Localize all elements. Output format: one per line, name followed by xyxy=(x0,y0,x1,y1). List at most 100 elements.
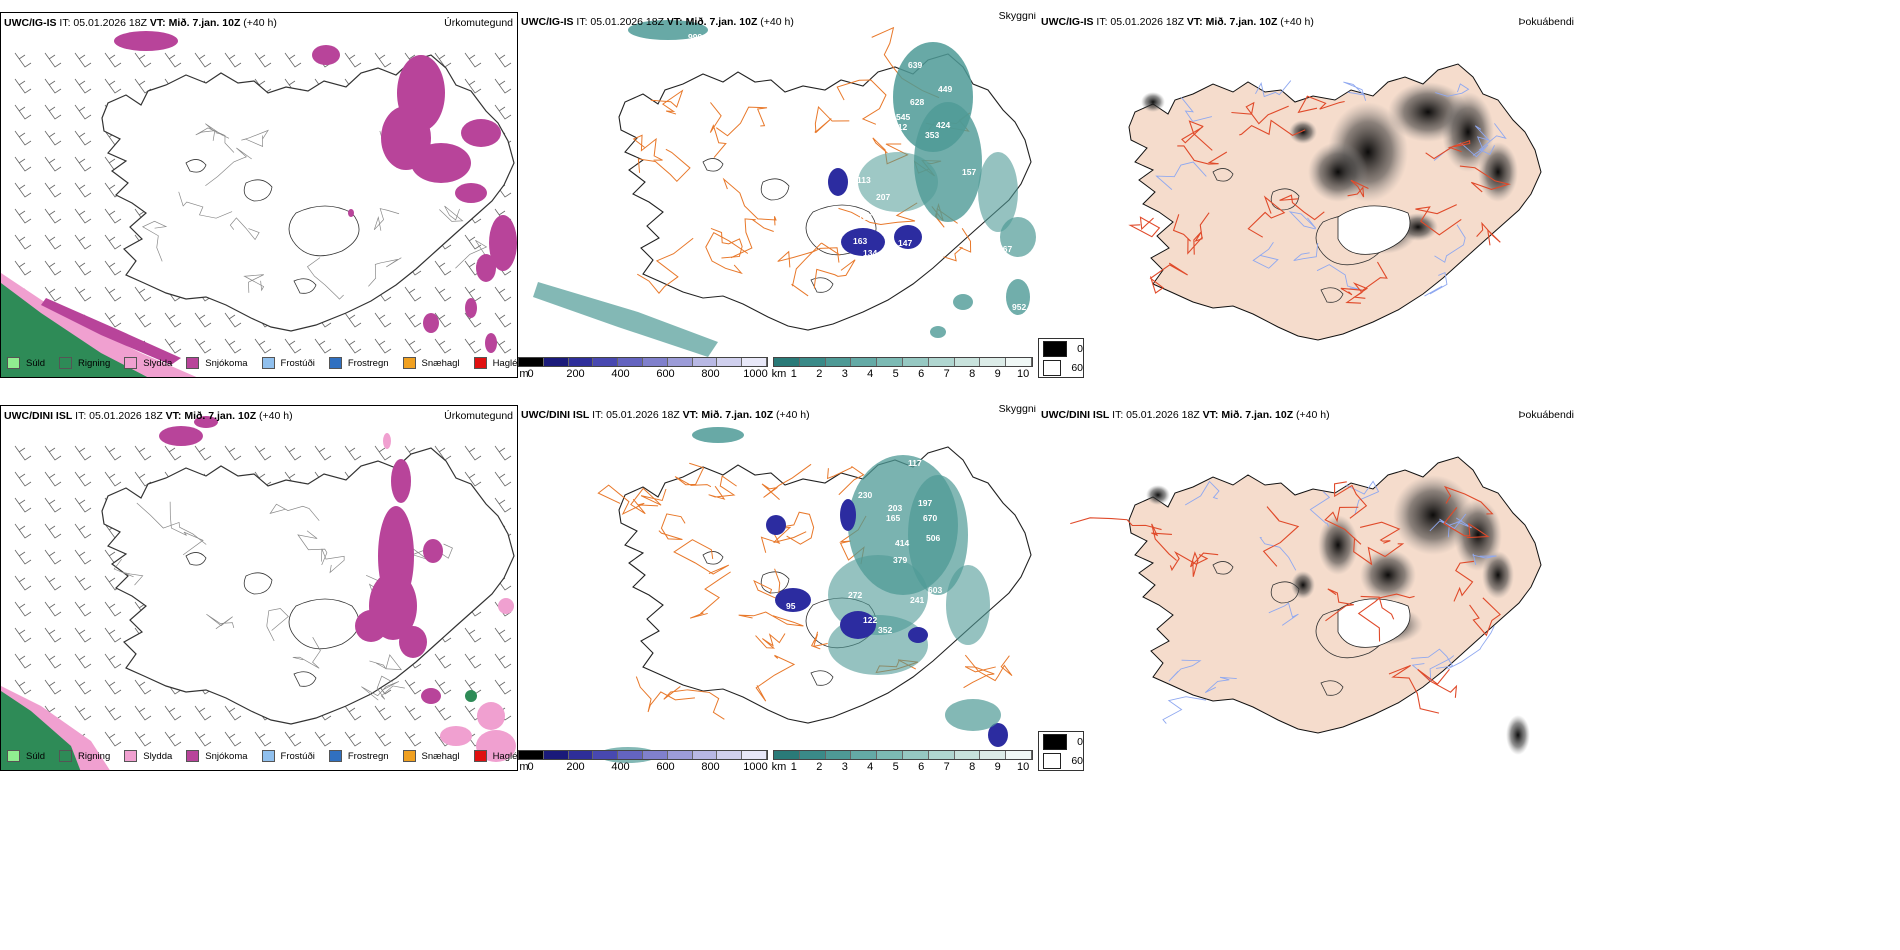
colorbar-tick: 9 xyxy=(994,368,1001,378)
cloud-base-number: 545 xyxy=(896,112,911,122)
colorbar-tick: 3 xyxy=(841,761,848,771)
colorbar-block xyxy=(1006,751,1032,759)
legend-swatch xyxy=(124,750,138,762)
cloud-base-number: 424 xyxy=(936,120,951,130)
colorbar-block xyxy=(877,358,903,366)
fog-swatch-0 xyxy=(1043,733,1068,750)
colorbar-tick: 8 xyxy=(969,368,976,378)
cloud-visibility-panel-row1: UWC/IG-IS IT: 05.01.2026 18Z VT: Mið. 7.… xyxy=(518,12,1038,378)
colorbar-block xyxy=(543,358,569,366)
cloud-base-number: 353 xyxy=(925,130,940,140)
colorbar-block xyxy=(902,751,929,759)
colorbar-block xyxy=(717,751,743,759)
colorbar-block xyxy=(825,751,852,759)
colorbar-tick: 8 xyxy=(969,761,976,771)
legend-swatch xyxy=(328,357,342,369)
colorbar-block xyxy=(642,358,668,366)
legend-label: Frostúði xyxy=(280,357,315,369)
colorbar-unit: km xyxy=(771,368,787,378)
panel-header: UWC/DINI ISL IT: 05.01.2026 18Z VT: Mið.… xyxy=(4,410,293,422)
fog-indicator-panel-row2: UWC/DINI ISL IT: 05.01.2026 18Z VT: Mið.… xyxy=(1038,405,1578,771)
colorbar-tick: 200 xyxy=(566,761,585,771)
cloud-base-number: 379 xyxy=(893,555,908,565)
cloud-base-number: 113 xyxy=(857,175,871,185)
cloud-base-number: 923 xyxy=(713,32,728,42)
colorbar-tick: 1 xyxy=(790,761,797,771)
panel-corner-label: Skyggni xyxy=(998,405,1036,415)
precip-legend-item: Frostúði xyxy=(261,357,315,369)
colorbar-tick: 6 xyxy=(918,761,925,771)
colorbar-blocks xyxy=(518,357,768,367)
fog-swatch-60 xyxy=(1043,752,1062,769)
colorbar-unit: m xyxy=(519,368,529,378)
colorbar-tick: 1 xyxy=(790,368,797,378)
panel-header: UWC/DINI ISL IT: 05.01.2026 18Z VT: Mið.… xyxy=(521,409,810,421)
colorbar-tick: 7 xyxy=(943,761,950,771)
colorbar-tick: 0 xyxy=(527,761,534,771)
colorbar-block xyxy=(954,358,981,366)
colorbar-tick: 4 xyxy=(867,761,874,771)
colorbar-blocks xyxy=(773,357,1033,367)
precip-legend-item: Haglél xyxy=(473,357,518,369)
colorbar-tick: 10 xyxy=(1016,761,1030,771)
legend-swatch xyxy=(59,357,73,369)
cloud-base-number: 136 xyxy=(858,212,873,222)
colorbar-tick: 5 xyxy=(892,368,899,378)
legend-label: Haglél xyxy=(492,357,518,369)
cloud-base-number: 207 xyxy=(876,192,891,202)
cloud-base-number: 603 xyxy=(928,585,943,595)
legend-swatch xyxy=(473,750,487,762)
colorbar-tick: 400 xyxy=(611,368,630,378)
colorbar-block xyxy=(928,358,955,366)
fog-legend: 0 60 xyxy=(1038,338,1084,378)
cloud-base-number: 230 xyxy=(858,490,873,500)
legend-label: Frostúði xyxy=(280,750,315,762)
colorbar-block xyxy=(851,358,878,366)
colorbar-block xyxy=(774,358,800,366)
colorbar-tick: 10 xyxy=(1016,368,1030,378)
cloud-visibility-map xyxy=(533,20,1036,357)
legend-label: Snjókoma xyxy=(205,357,248,369)
legend-swatch xyxy=(328,750,342,762)
fog-swatch-0 xyxy=(1043,340,1068,357)
precip-legend-item: Snjókoma xyxy=(186,750,248,762)
cloud-base-number: 449 xyxy=(938,84,953,94)
precip-legend-item: Snæhagl xyxy=(402,357,460,369)
cloud-base-number: 203 xyxy=(888,503,903,513)
legend-label: Súld xyxy=(26,357,46,369)
precip-legend-item: Frostregn xyxy=(328,750,389,762)
cloud-base-number: 670 xyxy=(923,513,938,523)
legend-swatch xyxy=(7,750,20,762)
fog-legend: 0 60 xyxy=(1038,731,1084,771)
precip-type-map xyxy=(1,416,516,770)
colorbar-block xyxy=(928,751,955,759)
cloud-base-number: 122 xyxy=(863,615,878,625)
colorbar-tick: 400 xyxy=(611,761,630,771)
cloud-base-number: 165 xyxy=(886,513,901,523)
cloud-base-number: 18 xyxy=(814,180,824,190)
legend-swatch xyxy=(186,357,200,369)
colorbar-block xyxy=(593,751,619,759)
colorbar-tick: 6 xyxy=(918,368,925,378)
precip-legend-item: Frostregn xyxy=(328,357,389,369)
colorbar-block xyxy=(742,751,767,759)
cloud-base-number: 639 xyxy=(908,60,923,70)
colorbar-unit: m xyxy=(519,761,529,771)
colorbar-tick: 600 xyxy=(656,761,675,771)
colorbar-tick: 7 xyxy=(943,368,950,378)
precip-legend-item: Súld xyxy=(7,357,45,369)
colorbar-block xyxy=(825,358,852,366)
colorbar-blocks xyxy=(518,750,768,760)
panel-corner-label: Þokuábendi xyxy=(1518,409,1574,421)
legend-swatch xyxy=(7,357,20,369)
legend-swatch xyxy=(402,750,416,762)
colorbar-block xyxy=(774,751,800,759)
colorbar-tick: 600 xyxy=(656,368,675,378)
colorbar-blocks xyxy=(773,750,1033,760)
colorbar-block xyxy=(980,751,1007,759)
cloud-base-number: 157 xyxy=(962,167,977,177)
colorbar-block xyxy=(667,358,693,366)
colorbar-tick: 0 xyxy=(527,368,534,378)
panel-header: UWC/IG-IS IT: 05.01.2026 18Z VT: Mið. 7.… xyxy=(4,17,277,29)
colorbar-tick: 2 xyxy=(816,761,823,771)
